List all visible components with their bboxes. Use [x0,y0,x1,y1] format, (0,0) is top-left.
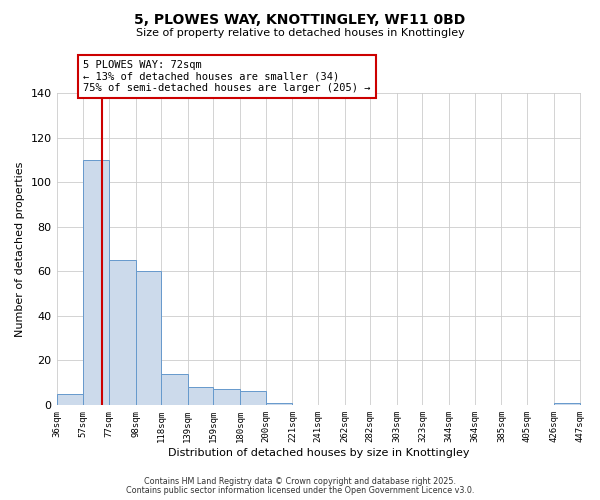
Bar [56,394,83,405]
Bar [136,272,161,405]
Text: Contains public sector information licensed under the Open Government Licence v3: Contains public sector information licen… [126,486,474,495]
Text: Contains HM Land Registry data © Crown copyright and database right 2025.: Contains HM Land Registry data © Crown c… [144,477,456,486]
Text: 5, PLOWES WAY, KNOTTINGLEY, WF11 0BD: 5, PLOWES WAY, KNOTTINGLEY, WF11 0BD [134,12,466,26]
Bar [240,392,266,405]
Bar [109,260,136,405]
Bar [266,402,292,405]
X-axis label: Distribution of detached houses by size in Knottingley: Distribution of detached houses by size … [168,448,469,458]
Bar [161,374,188,405]
Text: Size of property relative to detached houses in Knottingley: Size of property relative to detached ho… [136,28,464,38]
Y-axis label: Number of detached properties: Number of detached properties [15,162,25,336]
Text: 5 PLOWES WAY: 72sqm
← 13% of detached houses are smaller (34)
75% of semi-detach: 5 PLOWES WAY: 72sqm ← 13% of detached ho… [83,60,371,93]
Bar [214,390,240,405]
Bar [554,402,580,405]
Bar [188,387,214,405]
Bar [83,160,109,405]
